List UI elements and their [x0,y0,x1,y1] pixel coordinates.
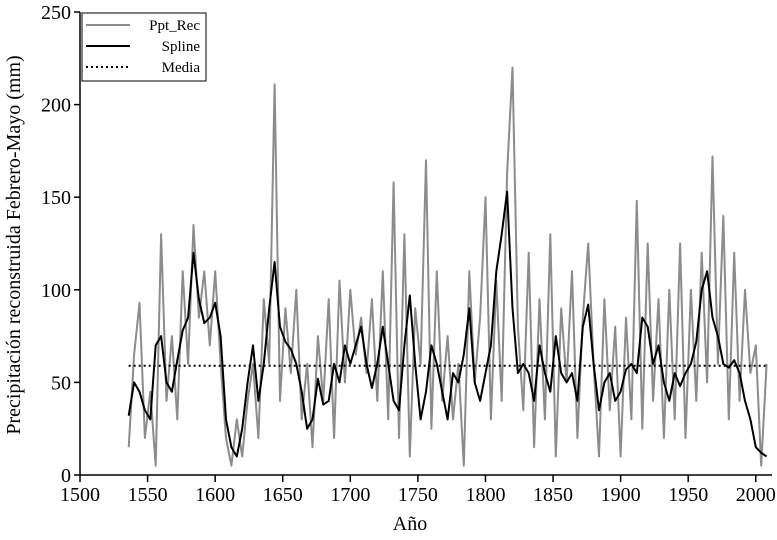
x-tick-label: 1900 [601,484,641,506]
x-tick-label: 1500 [60,484,100,506]
y-tick-label: 0 [61,465,71,487]
x-tick-label: 1800 [465,484,505,506]
legend-label: Ppt_Rec [149,18,200,34]
x-tick-label: 1600 [195,484,235,506]
y-tick-label: 50 [51,372,71,394]
x-tick-label: 1850 [533,484,573,506]
x-axis-label: Año [393,513,427,535]
x-tick-label: 1650 [263,484,303,506]
y-axis-label: Precipitación reconstruida Febrero-Mayo … [3,55,25,434]
legend-label: Media [162,60,201,76]
y-tick-label: 200 [41,95,71,117]
y-tick-label: 100 [41,280,71,302]
legend-label: Spline [162,39,201,55]
y-tick-label: 150 [41,187,71,209]
line-series [127,190,768,458]
line-series [127,66,768,467]
x-tick-label: 2000 [736,484,776,506]
x-tick-label: 1950 [668,484,708,506]
x-tick-label: 1700 [330,484,370,506]
x-tick-label: 1750 [398,484,438,506]
x-tick-label: 1550 [128,484,168,506]
y-tick-label: 250 [41,2,71,24]
